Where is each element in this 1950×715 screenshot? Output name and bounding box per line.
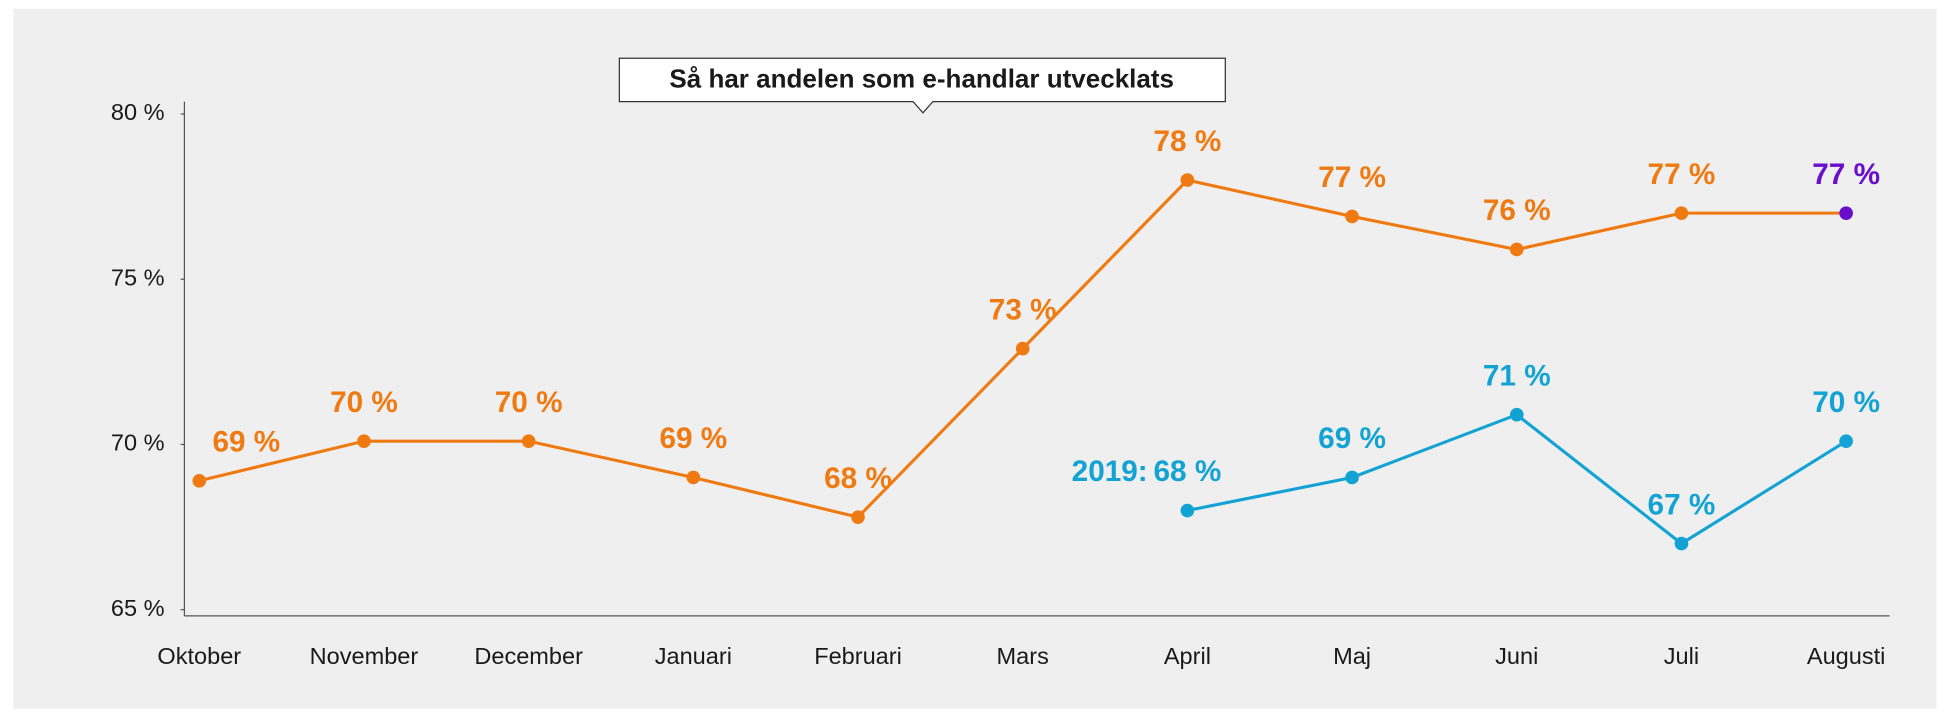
x-tick-label: Juni bbox=[1495, 643, 1538, 669]
data-point bbox=[1345, 470, 1359, 485]
background bbox=[13, 8, 1937, 709]
x-tick-label: Februari bbox=[814, 643, 902, 669]
x-tick-label: Augusti bbox=[1807, 643, 1886, 669]
x-tick-label: Juli bbox=[1664, 643, 1699, 669]
data-point bbox=[521, 434, 536, 448]
data-label: 67 % bbox=[1648, 488, 1716, 521]
y-tick-label: 75 % bbox=[111, 264, 165, 290]
data-label: 78 % bbox=[1154, 125, 1222, 158]
data-point bbox=[686, 470, 701, 485]
title-box bbox=[618, 57, 1226, 114]
data-point bbox=[1509, 242, 1524, 257]
data-label: 70 % bbox=[1812, 386, 1880, 419]
x-tick-label: Oktober bbox=[157, 643, 241, 669]
data-point bbox=[1180, 503, 1195, 518]
data-point bbox=[1674, 206, 1689, 220]
data-point bbox=[1509, 407, 1524, 422]
y-tick-label: 70 % bbox=[111, 430, 165, 456]
data-point bbox=[851, 510, 865, 524]
y-tick-label: 80 % bbox=[111, 99, 165, 125]
data-label: 77 % bbox=[1648, 158, 1716, 191]
data-label: 68 % bbox=[1154, 455, 1222, 488]
data-point bbox=[1674, 536, 1689, 551]
series-name: 2019: bbox=[1072, 455, 1148, 488]
data-label: 69 % bbox=[212, 425, 280, 458]
data-point bbox=[357, 434, 371, 448]
data-point bbox=[1839, 206, 1853, 220]
data-point bbox=[192, 473, 207, 488]
data-point bbox=[1015, 341, 1030, 356]
x-tick-label: Mars bbox=[997, 643, 1049, 669]
data-point bbox=[1180, 173, 1195, 187]
y-tick-label: 65 % bbox=[111, 595, 165, 621]
data-label: 77 % bbox=[1318, 161, 1386, 194]
data-label: 73 % bbox=[989, 293, 1057, 326]
data-label: 71 % bbox=[1483, 359, 1551, 392]
x-tick-label: December bbox=[474, 643, 583, 669]
x-tick-label: Januari bbox=[655, 643, 732, 669]
data-label: 68 % bbox=[824, 462, 892, 495]
x-tick-label: November bbox=[310, 643, 419, 669]
data-label: 69 % bbox=[659, 422, 727, 455]
data-point bbox=[1839, 434, 1853, 448]
data-label: 70 % bbox=[495, 386, 563, 419]
data-label: 77 % bbox=[1812, 158, 1880, 191]
x-tick-label: April bbox=[1164, 643, 1211, 669]
chart-title: Så har andelen som e-handlar utvecklats bbox=[669, 63, 1174, 93]
data-label: 76 % bbox=[1483, 194, 1551, 227]
data-label: 69 % bbox=[1318, 422, 1386, 455]
x-tick-label: Maj bbox=[1333, 643, 1371, 669]
data-point bbox=[1345, 209, 1359, 224]
data-label: 70 % bbox=[330, 386, 398, 419]
